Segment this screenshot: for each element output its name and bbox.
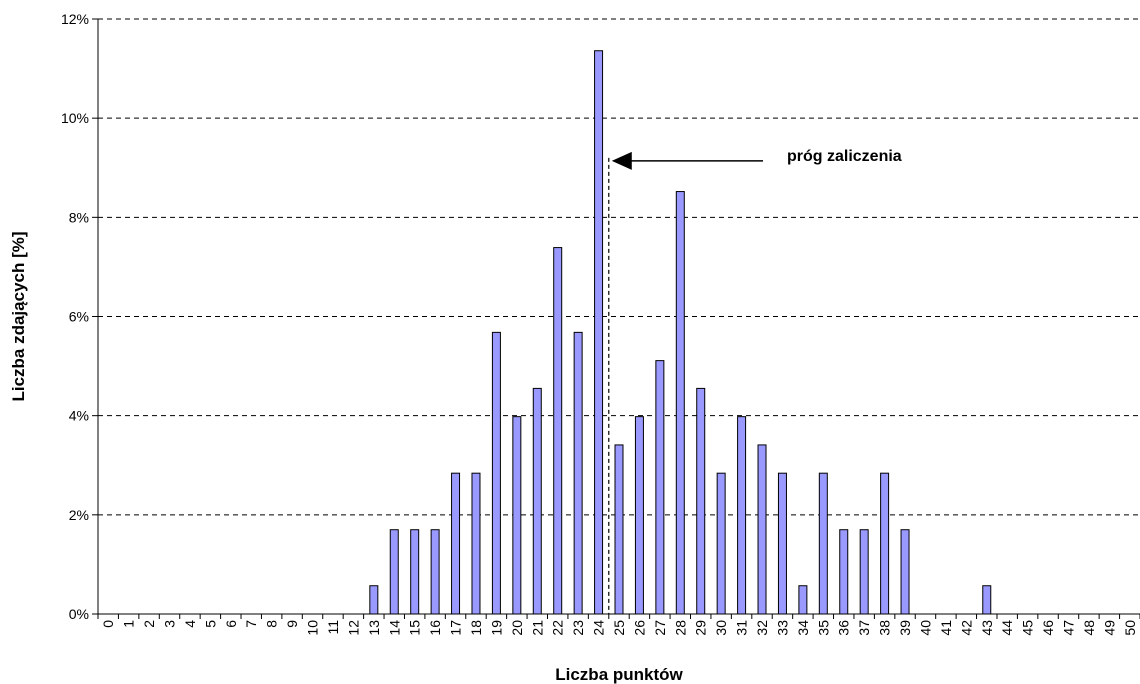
x-tick-label-2: 2	[141, 620, 157, 628]
bar-16	[430, 529, 440, 615]
x-tick-label-21: 21	[529, 620, 545, 636]
bar-24	[594, 50, 604, 615]
bar-26	[634, 416, 644, 615]
x-tick-label-11: 11	[325, 620, 341, 635]
bar-17	[451, 472, 461, 615]
x-tick-label-19: 19	[488, 620, 504, 636]
bar-35	[818, 472, 828, 615]
x-tick-label-43: 43	[979, 620, 995, 636]
bar-14	[389, 529, 399, 615]
bar-36	[839, 529, 849, 615]
x-tick-label-12: 12	[345, 620, 361, 636]
bar-22	[553, 247, 563, 615]
x-tick-label-50: 50	[1122, 620, 1138, 636]
y-tick-label: 6%	[69, 309, 89, 325]
x-tick-label-26: 26	[631, 620, 647, 636]
x-tick-label-10: 10	[305, 620, 321, 636]
y-tick-label: 2%	[69, 507, 89, 523]
x-tick-label-28: 28	[672, 620, 688, 636]
bar-27	[655, 360, 665, 615]
x-tick-label-20: 20	[509, 620, 525, 636]
x-tick-label-7: 7	[243, 620, 259, 628]
x-tick-label-48: 48	[1081, 620, 1097, 636]
bar-39	[900, 529, 910, 615]
x-tick-label-31: 31	[734, 620, 750, 636]
x-tick-label-0: 0	[100, 620, 116, 628]
bar-20	[512, 416, 522, 615]
threshold-arrow-head	[611, 151, 632, 170]
bar-30	[716, 472, 726, 615]
bar-33	[777, 472, 787, 615]
x-tick-label-23: 23	[570, 620, 586, 636]
bar-37	[859, 529, 869, 615]
x-tick-label-39: 39	[897, 620, 913, 636]
x-tick-label-3: 3	[162, 620, 178, 628]
y-tick-label: 12%	[61, 11, 89, 27]
bar-28	[675, 191, 685, 615]
bar-13	[369, 585, 379, 615]
y-tick-labels: 0% 2% 4% 6% 8% 10% 12%	[61, 11, 89, 622]
bar-18	[471, 472, 481, 615]
bar-34	[798, 585, 808, 615]
x-tick-label-35: 35	[815, 620, 831, 636]
x-tick-label-38: 38	[877, 620, 893, 636]
x-tick-label-40: 40	[917, 620, 933, 636]
x-tick-labels: 0 1 2 3 4 5 6 7 8 9 10 11 12 13 14 15 16 17 18 19 20 21 22 23 24…	[100, 620, 1138, 636]
x-tick-label-33: 33	[774, 620, 790, 636]
x-tick-label-34: 34	[795, 620, 811, 636]
x-tick-label-14: 14	[386, 620, 402, 636]
x-tick-label-47: 47	[1060, 620, 1076, 636]
y-tick-label: 8%	[69, 209, 89, 225]
x-tick-label-24: 24	[591, 620, 607, 636]
x-tick-label-42: 42	[958, 620, 974, 636]
x-tick-label-37: 37	[856, 620, 872, 636]
x-tick-label-25: 25	[611, 620, 627, 636]
y-tick-label: 10%	[61, 110, 89, 126]
x-tick-label-15: 15	[407, 620, 423, 636]
x-tick-label-27: 27	[652, 620, 668, 636]
bar-15	[410, 529, 420, 615]
x-tick-label-32: 32	[754, 620, 770, 636]
x-axis-title: Liczba punktów	[555, 665, 683, 684]
bar-21	[532, 387, 542, 615]
bar-32	[757, 444, 767, 615]
annotation-layer: próg zaliczenia	[608, 148, 902, 614]
bar-23	[573, 331, 583, 615]
x-tick-label-4: 4	[182, 620, 198, 628]
x-tick-label-6: 6	[223, 620, 239, 628]
x-tick-label-5: 5	[202, 620, 218, 628]
x-tick-label-29: 29	[693, 620, 709, 636]
bars	[369, 50, 992, 615]
axes	[92, 18, 1140, 619]
x-tick-label-18: 18	[468, 620, 484, 636]
x-tick-label-41: 41	[938, 620, 954, 636]
y-axis-title: Liczba zdających [%]	[9, 231, 28, 401]
y-tick-label: 0%	[69, 606, 89, 622]
x-tick-label-36: 36	[836, 620, 852, 636]
bar-31	[737, 416, 747, 615]
x-tick-label-1: 1	[121, 620, 137, 628]
threshold-label: próg zaliczenia	[787, 148, 902, 165]
grid-lines	[98, 18, 1140, 516]
x-tick-label-30: 30	[713, 620, 729, 636]
x-tick-label-22: 22	[550, 620, 566, 636]
x-tick-label-9: 9	[284, 620, 300, 628]
x-tick-label-44: 44	[999, 620, 1015, 636]
bar-43	[982, 585, 992, 615]
bar-25	[614, 444, 624, 615]
x-tick-label-46: 46	[1040, 620, 1056, 636]
x-tick-label-13: 13	[366, 620, 382, 636]
x-tick-label-17: 17	[448, 620, 464, 636]
bar-38	[880, 472, 890, 615]
x-tick-label-16: 16	[427, 620, 443, 636]
x-tick-label-45: 45	[1020, 620, 1036, 636]
bar-19	[491, 331, 501, 615]
bar-29	[696, 387, 706, 615]
x-tick-label-49: 49	[1101, 620, 1117, 636]
x-tick-label-8: 8	[264, 620, 280, 628]
y-tick-label: 4%	[69, 408, 89, 424]
